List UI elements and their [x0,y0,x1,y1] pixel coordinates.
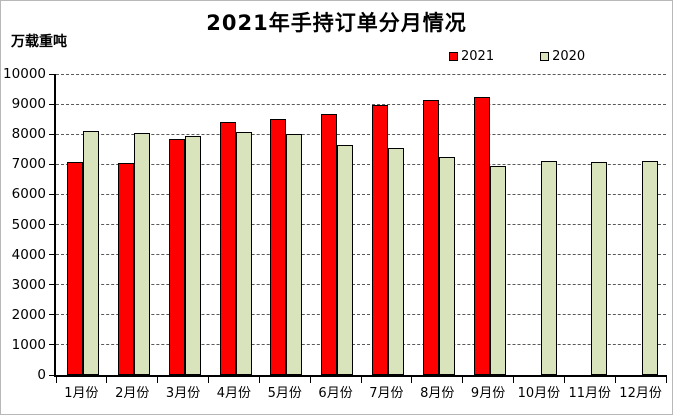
bar-2020-8月份 [438,157,455,375]
legend-swatch-2021 [449,52,458,61]
y-tick-label-8000: 8000 [11,126,46,143]
bar-2020-11月份 [591,161,608,375]
bar-2021-7月份 [372,104,388,375]
bar-2020-9月份 [489,165,506,375]
x-tick-label-11月份: 11月份 [568,386,612,401]
legend-swatch-2020 [540,52,550,61]
x-tick-label-3月份: 3月份 [165,386,201,401]
bar-2020-7月份 [388,148,404,375]
y-axis-tick-9000 [49,103,56,105]
gridline-1000 [56,344,666,346]
x-axis-tick-6 [360,375,362,383]
x-tick-label-5月份: 5月份 [267,386,302,401]
y-axis-tick-4000 [49,254,56,256]
x-axis-tick-9 [513,375,514,383]
x-axis-tick-11 [614,375,616,383]
legend-label-2020: 2020 [552,49,586,64]
plot-area: 0 1000 2000 3000 4000 5000 6000 7000 8000 9000 100… [3,66,667,401]
x-tick-label-1月份: 1月份 [64,386,99,401]
bar-2020-3月份 [184,135,201,375]
y-axis-tick-10000 [49,73,56,75]
x-axis-tick-3 [208,375,209,383]
y-axis-tick-2000 [49,314,56,316]
bar-2021-6月份 [321,114,338,375]
x-axis-tick-10 [563,375,565,383]
x-tick-label-7月份: 7月份 [369,386,404,401]
x-tick-label-12月份: 12月份 [619,386,662,401]
x-axis-tick-2 [157,375,159,383]
y-axis-tick-8000 [49,133,56,135]
gridline-7000 [56,163,666,165]
bar-2021-4月份 [219,121,236,375]
x-axis-tick-8 [462,375,464,383]
legend-label-2021: 2021 [461,49,495,64]
bar-2020-6月份 [337,145,354,375]
y-tick-label-0: 0 [37,367,46,383]
chart-legend: 2021 2020 [449,49,585,64]
bar-2020-10月份 [540,161,557,375]
gridline-6000 [56,193,666,195]
bar-2020-12月份 [642,161,659,375]
gridline-9000 [56,103,666,105]
gridline-5000 [56,224,666,225]
y-axis-tick-3000 [49,284,56,286]
gridline-10000 [56,73,666,75]
x-tick-label-9月份: 9月份 [470,386,506,401]
x-tick-label-8月份: 8月份 [420,386,455,401]
y-tick-label-7000: 7000 [11,156,46,173]
y-tick-label-6000: 6000 [11,186,46,203]
x-axis-tick-12 [665,375,667,383]
chart-title: 2021年手持订单分月情况 [206,11,467,35]
y-axis-unit-label: 万载重吨 [11,34,67,50]
y-tick-label-9000: 9000 [11,96,46,113]
bar-2021-3月份 [168,139,185,375]
x-tick-label-6月份: 6月份 [318,386,353,401]
x-axis-tick-0 [55,375,57,383]
bar-2021-9月份 [473,96,490,375]
bar-2020-2月份 [133,133,150,375]
bar-2020-5月份 [286,134,303,375]
y-tick-label-2000: 2000 [11,306,46,323]
y-tick-label-5000: 5000 [11,216,46,233]
gridline-3000 [56,284,666,286]
y-axis-tick-0 [49,374,56,376]
y-axis-tick-6000 [49,193,56,195]
y-axis-tick-1000 [49,344,56,346]
y-tick-label-3000: 3000 [11,276,46,293]
bar-2021-1月份 [67,161,83,375]
y-tick-label-10000: 10000 [3,66,46,82]
legend-item-2020: 2020 [540,49,585,64]
gridline-8000 [56,133,666,135]
y-tick-label-4000: 4000 [11,246,46,263]
legend-item-2021: 2021 [449,49,494,64]
gridline-2000 [56,314,666,316]
x-tick-label-10月份: 10月份 [517,386,561,401]
gridline-4000 [56,254,666,256]
y-axis-tick-7000 [49,163,56,165]
bar-2021-5月份 [270,119,287,375]
x-axis-tick-5 [309,375,311,383]
x-axis-tick-7 [411,375,413,383]
y-tick-label-1000: 1000 [11,336,46,353]
bar-2020-1月份 [83,130,99,375]
bar-2021-2月份 [117,163,134,375]
x-tick-label-4月份: 4月份 [216,386,252,401]
bar-2020-4月份 [235,132,252,375]
bar-2021-8月份 [422,100,439,375]
x-axis-tick-1 [106,375,108,383]
x-axis-tick-4 [258,375,260,383]
y-axis-tick-5000 [49,224,56,225]
x-tick-label-2月份: 2月份 [115,386,150,401]
